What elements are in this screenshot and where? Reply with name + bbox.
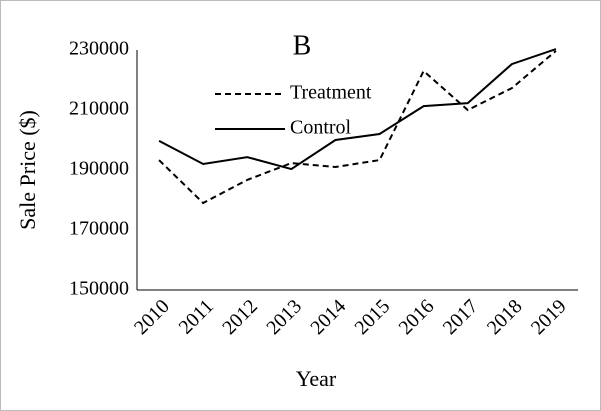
y-tick-label: 170000 bbox=[69, 218, 129, 240]
y-tick-label: 230000 bbox=[69, 38, 129, 60]
y-tick-label: 210000 bbox=[69, 98, 129, 120]
y-tick-label: 190000 bbox=[69, 158, 129, 180]
legend-label: Treatment bbox=[290, 82, 372, 104]
y-axis-label: Sale Price ($) bbox=[15, 110, 40, 230]
chart-title: B bbox=[293, 30, 312, 61]
line-series bbox=[158, 50, 557, 205]
legend-label: Control bbox=[290, 117, 352, 139]
y-tick-label: 150000 bbox=[69, 278, 129, 300]
x-axis-label: Year bbox=[296, 366, 337, 391]
line-series bbox=[158, 48, 557, 171]
